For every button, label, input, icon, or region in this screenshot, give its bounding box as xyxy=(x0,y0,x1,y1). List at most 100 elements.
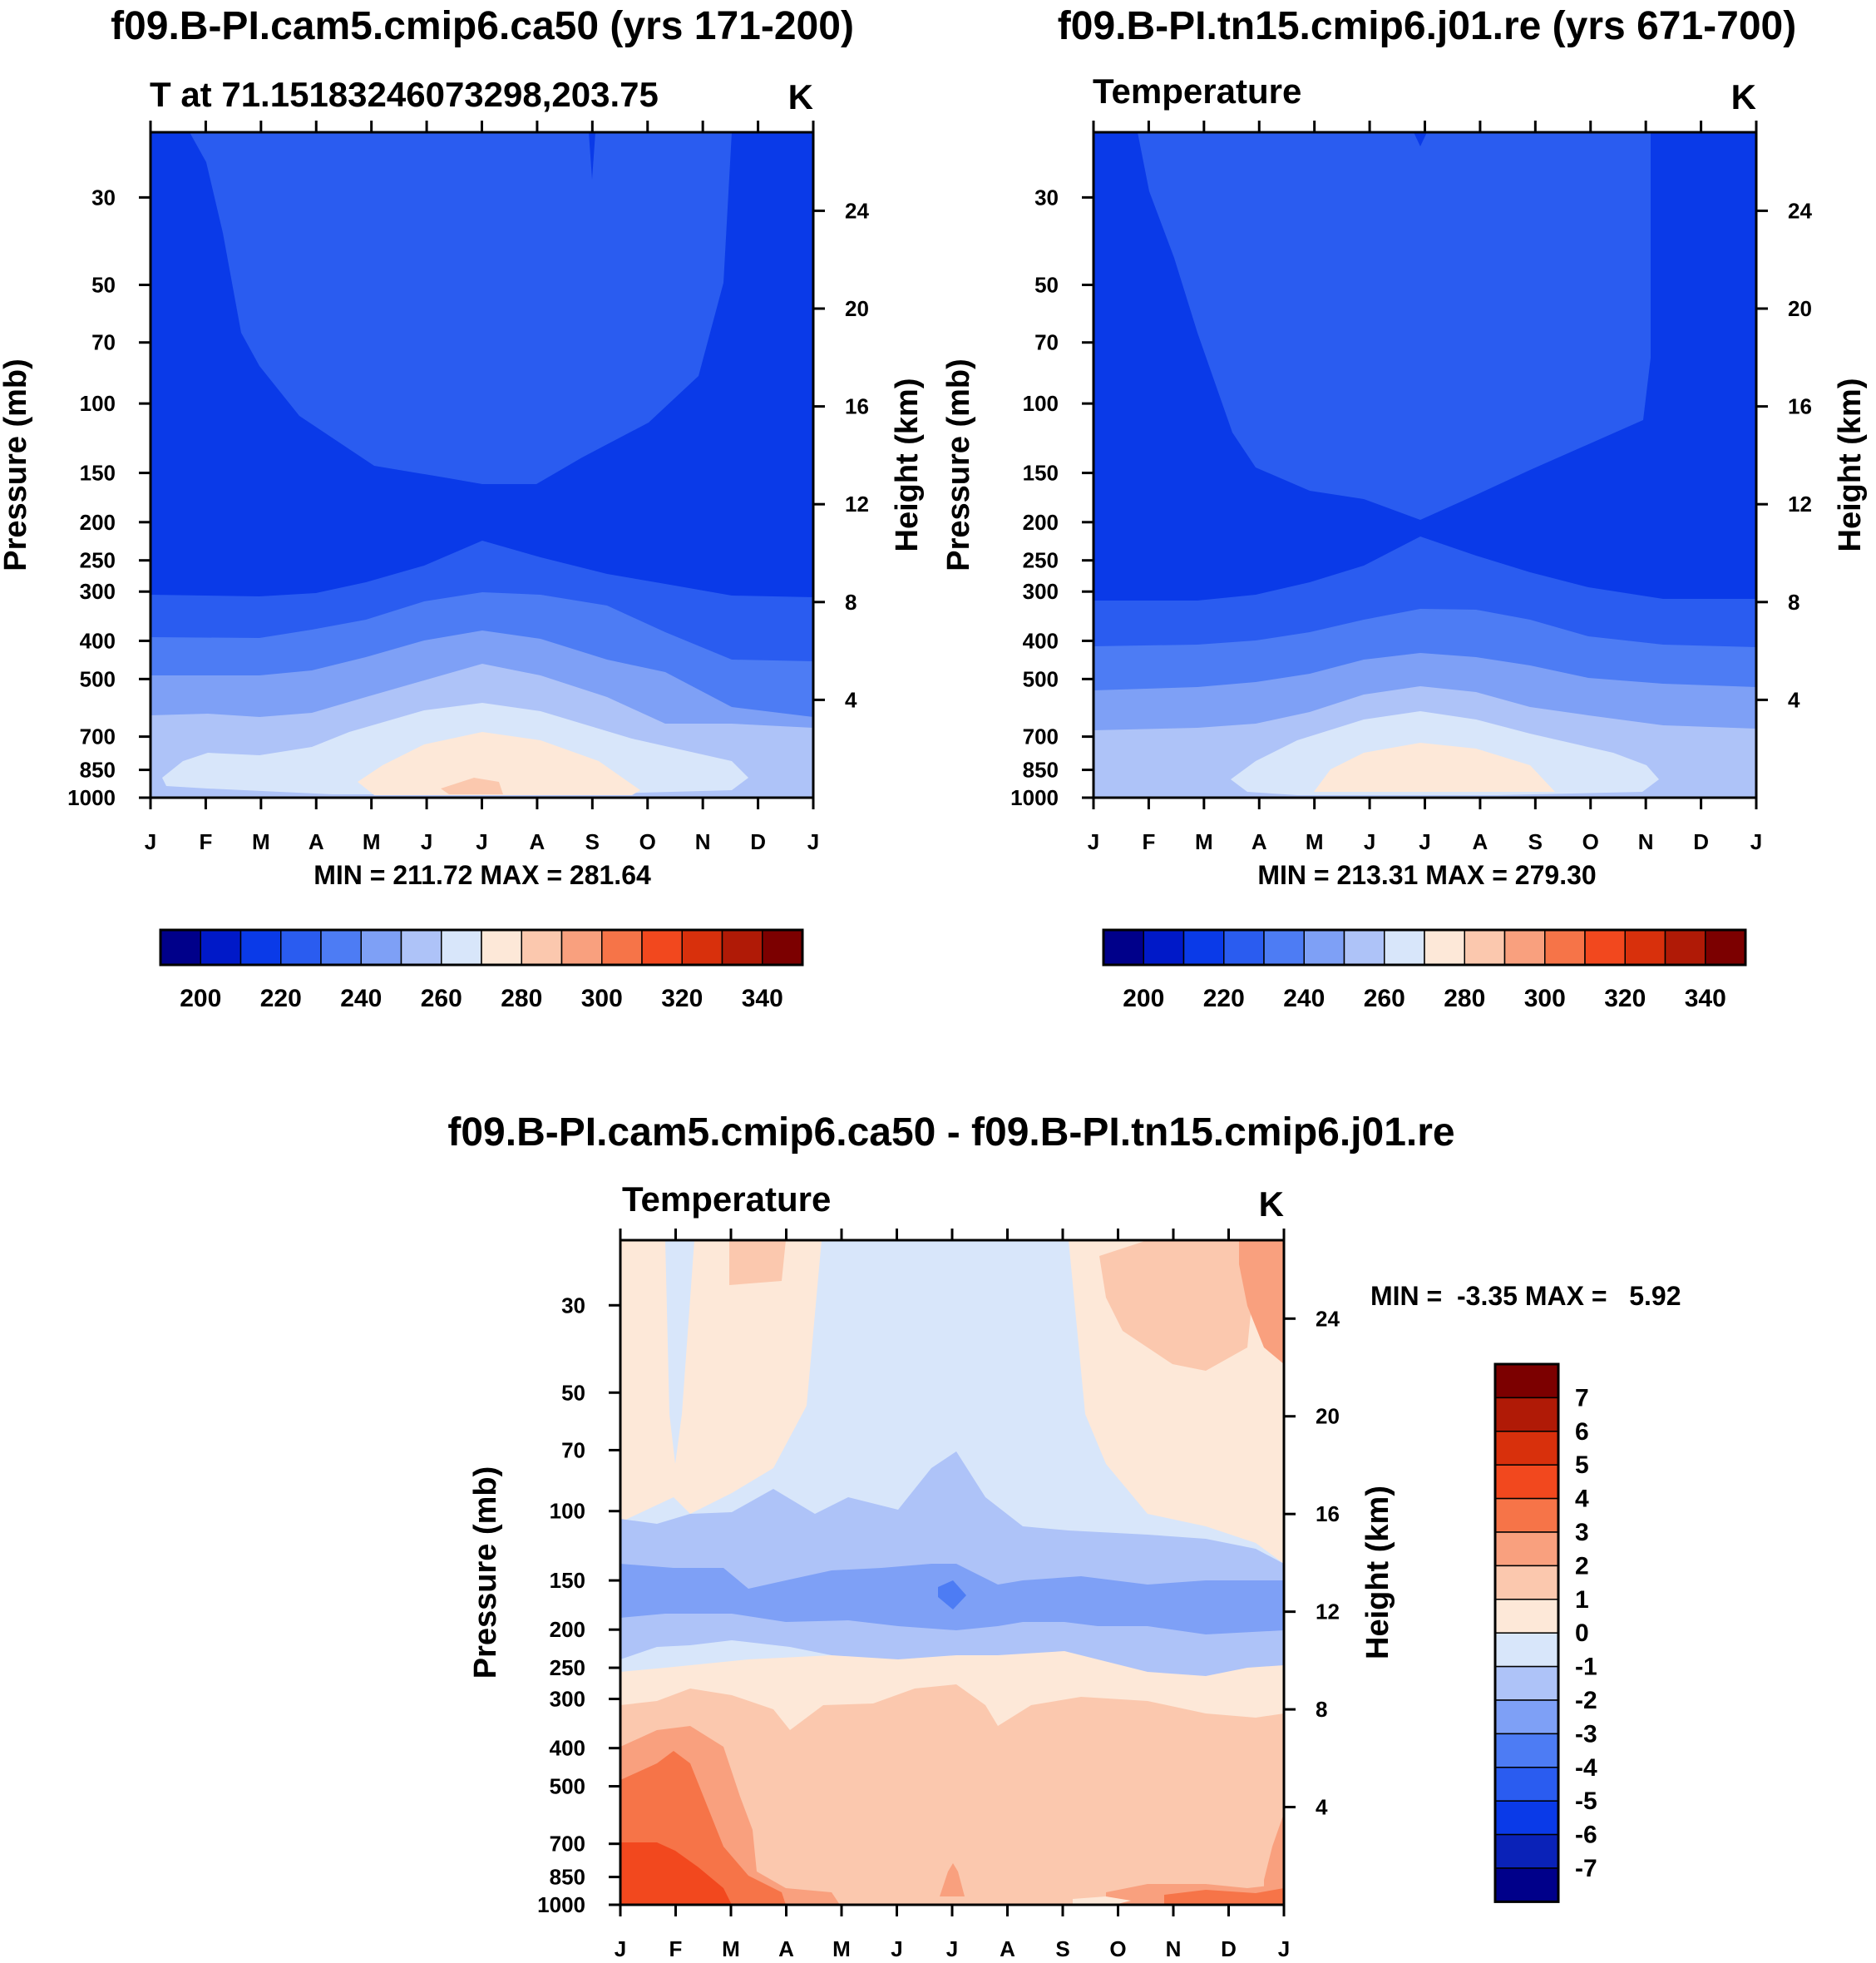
colorbar-swatch xyxy=(481,929,522,966)
y-tick-label: 100 xyxy=(550,1499,585,1524)
colorbar-swatch xyxy=(1424,929,1465,966)
panel-2-band-290 xyxy=(1314,743,1555,792)
y-axis-label-right: Height (km) xyxy=(890,378,925,552)
panel-1: f09.B-PI.cam5.cmip6.ca50 (yrs 171-200) T… xyxy=(0,4,925,854)
y-tick-label: 100 xyxy=(80,391,116,416)
x-tick-label: J xyxy=(421,829,432,854)
y-tick-label: 200 xyxy=(80,510,116,535)
x-tick-label: D xyxy=(1693,829,1709,854)
x-tick-label: F xyxy=(669,1936,683,1961)
y-tick-label: 700 xyxy=(550,1832,585,1857)
y-tick-label: 250 xyxy=(1023,548,1059,573)
colorbar-label: 280 xyxy=(501,985,542,1012)
panel-2-minmax: MIN = 213.31 MAX = 279.30 xyxy=(1257,860,1596,890)
y-tick-label: 250 xyxy=(550,1655,585,1680)
colorbar-label: 220 xyxy=(260,985,302,1012)
colorbar-label: -7 xyxy=(1575,1855,1597,1882)
panel-1-band-220-top xyxy=(190,132,732,484)
panel-3: f09.B-PI.cam5.cmip6.ca50 - f09.B-PI.tn15… xyxy=(447,1110,1454,1961)
colorbar-label: 5 xyxy=(1575,1451,1589,1479)
panel-1-title: f09.B-PI.cam5.cmip6.ca50 (yrs 171-200) xyxy=(111,4,854,48)
x-tick-label: A xyxy=(1000,1936,1015,1961)
colorbar-label: 2 xyxy=(1575,1552,1589,1580)
colorbar-swatch xyxy=(1494,1431,1559,1466)
panel-3-title: f09.B-PI.cam5.cmip6.ca50 - f09.B-PI.tn15… xyxy=(447,1110,1454,1155)
colorbar-swatch xyxy=(1494,1767,1559,1802)
colorbar-label: -1 xyxy=(1575,1654,1597,1681)
x-tick-label: O xyxy=(1109,1936,1126,1961)
x-tick-label: J xyxy=(615,1936,626,1961)
panel-2-title: f09.B-PI.tn15.cmip6.j01.re (yrs 671-700) xyxy=(1058,4,1796,48)
colorbar-label: 240 xyxy=(340,985,382,1012)
height-tick-label: 8 xyxy=(845,590,857,615)
y-tick-label: 50 xyxy=(91,272,116,297)
colorbar-label: 200 xyxy=(180,985,221,1012)
colorbar-swatch xyxy=(1464,929,1506,966)
colorbar-swatch xyxy=(1494,1632,1559,1668)
colorbar-swatch xyxy=(1584,929,1626,966)
y-tick-label: 1000 xyxy=(67,785,116,810)
x-tick-label: A xyxy=(530,829,546,854)
colorbar-swatch xyxy=(681,929,723,966)
colorbar-label: 340 xyxy=(1685,985,1726,1012)
panel-1-contours xyxy=(151,132,813,798)
x-tick-label: J xyxy=(807,829,819,854)
x-tick-label: M xyxy=(1195,829,1213,854)
height-tick-label: 20 xyxy=(1316,1404,1340,1429)
panel-3-band-1-2-top-left xyxy=(729,1240,786,1285)
colorbar-swatch xyxy=(360,929,402,966)
x-tick-label: N xyxy=(1638,829,1654,854)
x-tick-label: D xyxy=(1221,1936,1237,1961)
colorbar-frame xyxy=(1493,1362,1560,1903)
y-tick-label: 1000 xyxy=(1010,785,1059,810)
y-tick-label: 1000 xyxy=(537,1892,585,1917)
panel-2-ticks: J F M A M J J A S O N D J 30 50 70 100 150 200 250 300 400 500… xyxy=(941,121,1868,854)
colorbar-label: 340 xyxy=(742,985,783,1012)
colorbar-label: 280 xyxy=(1444,985,1485,1012)
y-tick-label: 30 xyxy=(561,1293,585,1318)
panel-1-band-290 xyxy=(358,732,640,795)
colorbar-swatch xyxy=(1143,929,1185,966)
height-tick-label: 24 xyxy=(1316,1306,1340,1331)
x-tick-label: J xyxy=(145,829,156,854)
y-tick-label: 850 xyxy=(1023,758,1059,783)
y-axis-label-right: Height (km) xyxy=(1360,1486,1395,1659)
colorbar-label: 4 xyxy=(1575,1486,1589,1513)
colorbar-swatch xyxy=(160,929,201,966)
height-tick-label: 4 xyxy=(1788,687,1800,712)
colorbar-1: 200 220 240 260 280 300 320 340 xyxy=(159,928,804,1012)
panel-3-band-zero-right xyxy=(1073,1896,1131,1905)
y-tick-label: 300 xyxy=(1023,579,1059,604)
x-tick-label: M xyxy=(722,1936,740,1961)
x-tick-label: J xyxy=(1364,829,1375,854)
panel-3-band-mid-low xyxy=(940,1863,965,1896)
y-tick-label: 250 xyxy=(80,548,116,573)
panel-3-ticks: J F M A M J J A S O N D J 30 50 70 100 150 200 250 300 400 500… xyxy=(468,1229,1395,1961)
x-tick-label: F xyxy=(199,829,212,854)
colorbar-swatch xyxy=(1494,1833,1559,1869)
colorbar-swatch xyxy=(1103,929,1144,966)
colorbar-swatch xyxy=(1494,1531,1559,1567)
y-tick-label: 30 xyxy=(91,185,116,210)
y-tick-label: 30 xyxy=(1034,185,1059,210)
x-tick-label: A xyxy=(1251,829,1267,854)
y-tick-label: 200 xyxy=(1023,510,1059,535)
y-axis-label: Pressure (mb) xyxy=(0,358,33,571)
height-tick-label: 12 xyxy=(1788,492,1812,517)
colorbar-swatch xyxy=(521,929,563,966)
x-tick-label: N xyxy=(695,829,711,854)
y-tick-label: 100 xyxy=(1023,391,1059,416)
colorbar-label: 1 xyxy=(1575,1586,1589,1614)
colorbar-swatch xyxy=(1664,929,1706,966)
height-tick-label: 16 xyxy=(1788,394,1812,419)
x-tick-label: F xyxy=(1142,829,1155,854)
panel-3-band-1-2-low xyxy=(620,1684,1284,1905)
colorbar-3: 7 6 5 4 3 2 1 0 -1 -2 -3 -4 -5 -6 -7 xyxy=(1493,1362,1597,1903)
y-tick-label: 850 xyxy=(80,758,116,783)
y-axis-label: Pressure (mb) xyxy=(468,1466,503,1679)
colorbar-swatch xyxy=(239,929,282,966)
panel-1-notch xyxy=(589,132,595,180)
y-tick-label: 500 xyxy=(1023,666,1059,691)
height-tick-label: 12 xyxy=(845,492,869,517)
x-tick-label: M xyxy=(363,829,381,854)
